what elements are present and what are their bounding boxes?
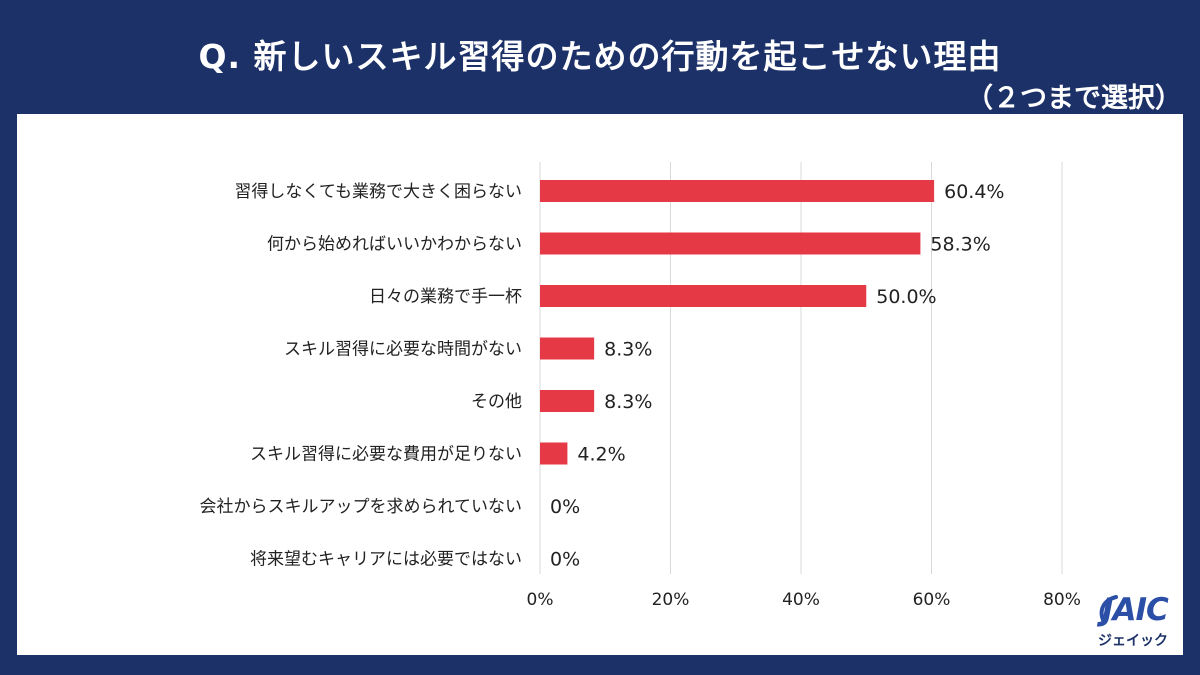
category-label-2: 日々の業務で手一杯 [369, 287, 522, 307]
logo-subtext: ジェイック [1098, 633, 1168, 649]
company-logo: JAIC ジェイック [1094, 592, 1184, 652]
value-label-6: 0% [550, 496, 580, 518]
category-label-4: その他 [471, 392, 522, 412]
bar-3 [540, 337, 595, 360]
bar-0 [540, 180, 935, 202]
chart-subtitle: （２つまで選択） [966, 83, 1182, 114]
x-tick-label-4: 80% [1043, 590, 1081, 610]
value-label-3: 8.3% [604, 339, 652, 361]
x-tick-label-3: 60% [913, 590, 951, 610]
category-label-0: 習得しなくても業務で大きく困らない [234, 182, 522, 202]
logo-mark: JAIC [1102, 592, 1169, 628]
category-label-6: 会社からスキルアップを求められていない [200, 497, 523, 517]
x-tick-label-0: 0% [527, 590, 554, 610]
bar-5 [540, 442, 568, 465]
value-label-7: 0% [550, 549, 580, 571]
logo-swoosh-icon [1099, 595, 1118, 624]
value-label-0: 60.4% [944, 181, 1004, 203]
category-label-5: スキル習得に必要な費用が足りない [250, 445, 522, 465]
category-label-7: 将来望むキャリアには必要ではない [250, 550, 522, 570]
category-label-1: 何から始めればいいかわからない [267, 235, 522, 255]
value-label-5: 4.2% [577, 444, 625, 466]
category-label-3: スキル習得に必要な時間がない [284, 340, 522, 360]
value-label-1: 58.3% [930, 234, 990, 256]
value-label-2: 50.0% [876, 286, 936, 308]
x-tick-label-2: 40% [782, 590, 820, 610]
bar-4 [540, 390, 595, 412]
chart-panel: 0% 20% 40% 60% 80% 習得しなくても業務で大きく困らない 60.4% 何から始… [17, 114, 1183, 655]
bar-1 [540, 232, 921, 255]
bar-2 [540, 285, 867, 307]
chart-title: Q. 新しいスキル習得のための行動を起こせない理由 [198, 37, 1002, 76]
x-tick-label-1: 20% [652, 590, 690, 610]
value-label-4: 8.3% [604, 391, 652, 413]
bar-chart: 0% 20% 40% 60% 80% 習得しなくても業務で大きく困らない 60.4% 何から始… [200, 162, 1081, 610]
